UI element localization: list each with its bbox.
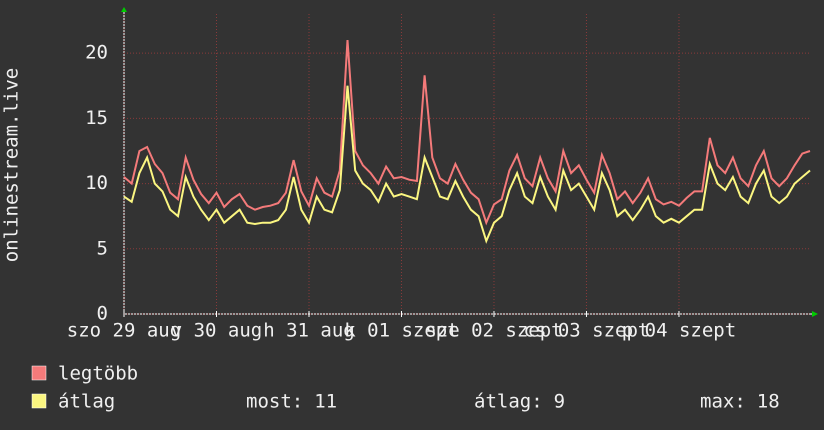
x-tick-label: cs 03 szept [524,320,650,342]
x-tick-label: v 30 aug [171,320,263,342]
y-tick-label: 5 [97,237,108,259]
x-tick-label: sze 02 szept [425,320,562,342]
y-tick-label: 15 [85,107,108,129]
stat-value: 11 [314,391,337,413]
x-tick-label: szo 29 aug [67,320,181,342]
y-arrow [121,7,127,12]
series-line [123,40,811,226]
x-tick-label: k 01 szept [344,320,458,342]
x-tick-label: p 04 szept [622,320,736,342]
legend-swatch [31,365,47,381]
x-tick-label: h 31 aug [263,320,355,342]
stat-label: most: [246,391,303,413]
legend-swatch [31,393,47,409]
series-line [123,85,811,244]
stat-value: 9 [554,391,565,413]
y-tick-label: 10 [85,172,108,194]
stat-label: átlag: [474,391,543,413]
stat-label: max: [700,391,746,413]
y-tick-label: 20 [85,42,108,64]
legend-label: legtöbb [58,363,138,385]
y-axis-label: onlinestream.live [1,68,23,262]
legend-label: átlag [58,391,115,413]
y-tick-label: 0 [97,303,108,325]
stat-value: 18 [757,391,780,413]
x-arrow [812,311,818,317]
